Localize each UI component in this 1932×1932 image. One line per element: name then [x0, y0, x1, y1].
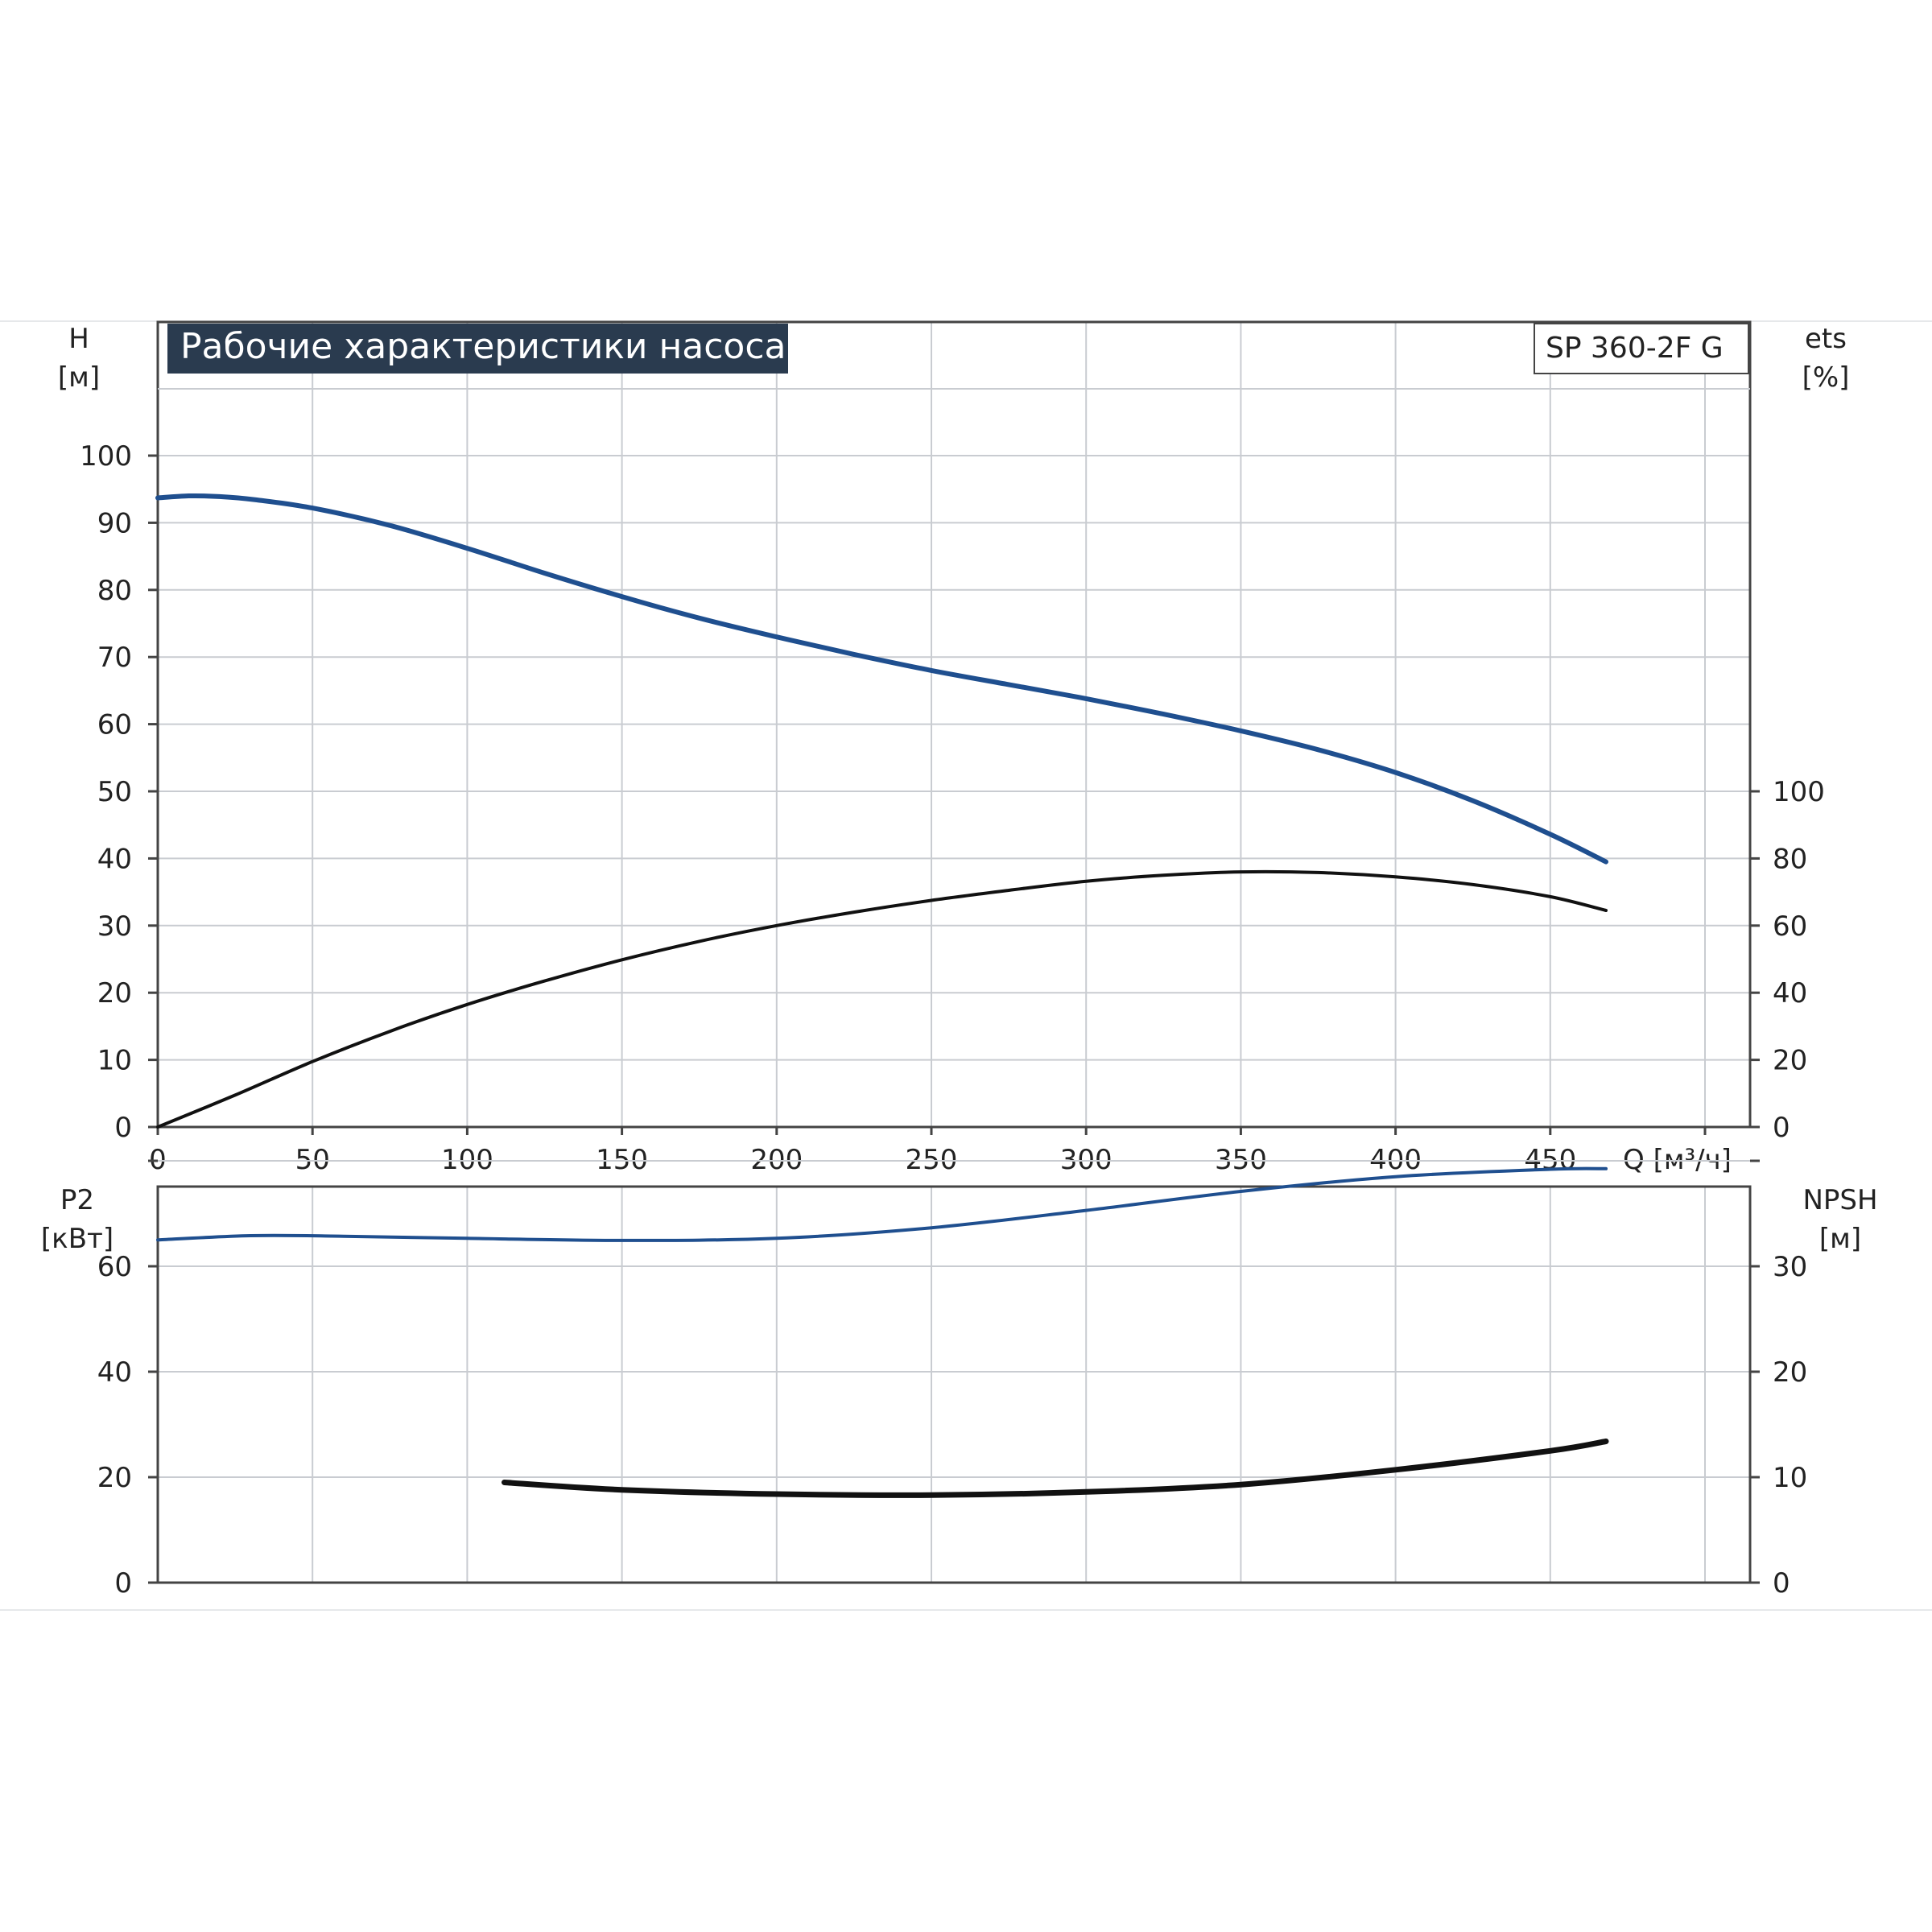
p2-axis-label: P2	[60, 1184, 94, 1216]
p2-axis-ticks: 0 20 40 60	[97, 1159, 158, 1600]
power-npsh-panel: 0 20 40 60 0 10 20 30 P2 [кВт] NPSH [м]	[41, 1159, 1878, 1600]
efficiency-tick-label: 100	[1773, 776, 1825, 808]
efficiency-tick-label: 0	[1773, 1112, 1790, 1144]
p2-tick-label: 20	[97, 1462, 132, 1494]
h-tick-label: 30	[97, 910, 132, 943]
title-banner	[167, 324, 788, 374]
npsh-tick-label: 20	[1773, 1356, 1807, 1389]
top-grid	[158, 322, 1750, 1127]
chart-title: Рабочие характеристики насоса	[180, 326, 786, 367]
npsh-axis-label: NPSH	[1802, 1184, 1877, 1216]
model-label: SP 360-2F G	[1546, 332, 1724, 365]
npsh-tick-label: 0	[1773, 1567, 1790, 1600]
efficiency-tick-label: 20	[1773, 1045, 1807, 1077]
p2-tick-label: 40	[97, 1356, 132, 1389]
x-axis-ticks: 0 50 100 150 200 250 300 350 400 450	[149, 1127, 1707, 1176]
efficiency-curve	[156, 869, 1608, 1129]
h-tick-label: 80	[97, 575, 132, 607]
h-tick-label: 90	[97, 507, 132, 539]
efficiency-axis-label: ets	[1805, 323, 1847, 355]
h-tick-label: 70	[97, 642, 132, 674]
npsh-axis-unit: [м]	[1819, 1223, 1861, 1255]
h-tick-label: 20	[97, 977, 132, 1009]
h-tick-label: 100	[80, 440, 132, 473]
top-series	[155, 493, 1608, 1129]
head-efficiency-panel: 0 50 100 150 200 250 300 350 400 450 0 10 20 30 40 50 6…	[58, 320, 1850, 1176]
npsh-tick-label: 10	[1773, 1462, 1807, 1494]
power-curve	[156, 1166, 1608, 1242]
p2-tick-label: 60	[97, 1251, 132, 1283]
h-tick-label: 0	[114, 1112, 132, 1144]
head-curve	[155, 493, 1608, 865]
h-axis-label: H	[68, 323, 89, 355]
efficiency-tick-label: 60	[1773, 910, 1807, 943]
bottom-series	[156, 1166, 1609, 1498]
h-tick-label: 10	[97, 1045, 132, 1077]
npsh-curve	[502, 1439, 1609, 1498]
npsh-axis-ticks: 0 10 20 30	[1750, 1159, 1807, 1600]
efficiency-tick-label: 40	[1773, 977, 1807, 1009]
h-axis-ticks: 0 10 20 30 40 50 60 70 80 90 100	[80, 440, 158, 1144]
efficiency-axis-unit: [%]	[1802, 361, 1850, 394]
h-tick-label: 40	[97, 843, 132, 875]
h-tick-label: 50	[97, 776, 132, 808]
efficiency-tick-label: 80	[1773, 843, 1807, 875]
npsh-tick-label: 30	[1773, 1251, 1807, 1283]
h-axis-unit: [м]	[58, 361, 100, 394]
p2-tick-label: 0	[114, 1567, 132, 1600]
bottom-grid	[158, 1160, 1750, 1583]
model-label-box	[1534, 323, 1749, 374]
efficiency-axis-ticks: 0 20 40 60 80 100	[1750, 776, 1825, 1144]
p2-axis-unit: [кВт]	[41, 1223, 114, 1255]
bottom-plot-frame	[156, 1185, 1752, 1584]
h-tick-label: 60	[97, 709, 132, 741]
